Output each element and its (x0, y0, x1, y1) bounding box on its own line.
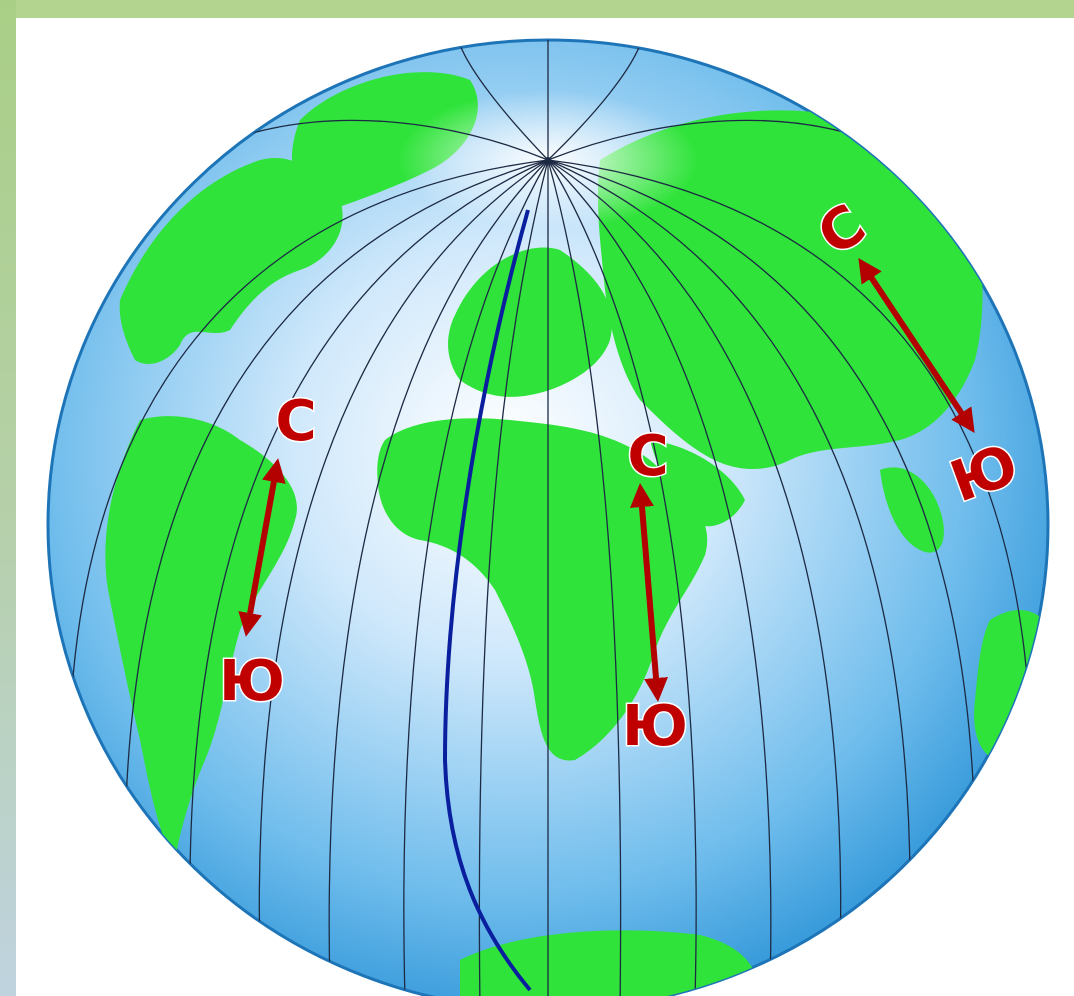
meridians (69, 40, 1031, 996)
meridian (258, 159, 549, 961)
meridian (478, 159, 549, 996)
meridian (189, 159, 549, 921)
land-north-america (119, 158, 343, 365)
meridian (547, 44, 641, 161)
meridian (547, 119, 871, 161)
north-pole-point (545, 157, 551, 163)
label-north-africa: С (627, 424, 668, 489)
land-greenland (291, 72, 478, 210)
direction-arrow-asia (858, 258, 975, 433)
land-antarctica (460, 930, 760, 996)
land-europe (448, 247, 612, 397)
land-africa (377, 418, 708, 761)
meridian (547, 159, 622, 996)
meridian (547, 159, 842, 961)
land-southeast-asia (880, 467, 944, 553)
meridian (328, 159, 549, 991)
label-south-south-america: Ю (219, 649, 285, 714)
direction-arrow-africa (630, 483, 668, 702)
meridian (69, 159, 549, 721)
frame-border-left (0, 0, 16, 996)
meridian (459, 44, 549, 161)
prime-meridian (442, 209, 532, 992)
meridian (547, 159, 911, 921)
label-south-africa: Ю (622, 694, 688, 759)
land-arabia (650, 440, 745, 527)
meridian (547, 159, 772, 991)
direction-arrow-south-america (238, 458, 286, 637)
land-australia (974, 610, 1048, 761)
label-north-south-america: С (275, 389, 316, 454)
meridian (229, 119, 549, 161)
meridian (124, 159, 549, 841)
meridian (403, 159, 549, 996)
frame-border-top (0, 0, 1074, 18)
